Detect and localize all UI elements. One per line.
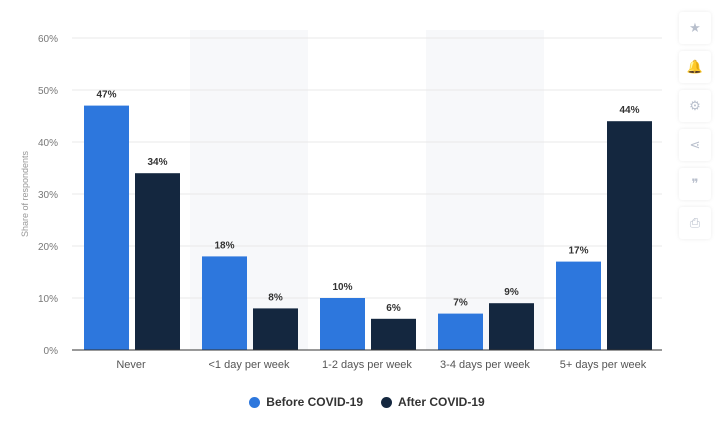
x-tick-label: <1 day per week — [208, 359, 290, 371]
print-icon: ⎙ — [689, 215, 701, 230]
share-icon: ⋖ — [689, 137, 701, 152]
data-label: 8% — [268, 292, 283, 303]
data-label: 10% — [332, 282, 352, 293]
y-tick-label: 0% — [44, 346, 59, 357]
y-tick-label: 10% — [38, 294, 58, 305]
gear-button[interactable]: ⚙ — [679, 90, 711, 122]
y-tick-label: 40% — [38, 138, 58, 149]
bar-before — [556, 261, 601, 350]
data-label: 6% — [386, 303, 401, 314]
bar-after — [607, 121, 652, 350]
bar-after — [135, 173, 180, 350]
bell-icon: 🔔 — [686, 59, 704, 74]
print-button[interactable]: ⎙ — [679, 207, 711, 239]
y-tick-label: 30% — [38, 190, 58, 201]
gear-icon: ⚙ — [689, 98, 701, 113]
legend-label: Before COVID-19 — [266, 395, 363, 409]
bar-before — [320, 298, 365, 350]
x-tick-label: 1-2 days per week — [322, 359, 412, 371]
star-icon: ★ — [689, 20, 701, 35]
quote-icon: ❞ — [691, 176, 699, 191]
bell-button[interactable]: 🔔 — [679, 51, 711, 83]
bar-after — [253, 308, 298, 350]
legend-item-before[interactable]: Before COVID-19 — [249, 395, 363, 409]
x-tick-label: 5+ days per week — [560, 359, 647, 371]
bar-after — [489, 303, 534, 350]
legend-item-after[interactable]: After COVID-19 — [381, 395, 485, 409]
y-tick-label: 20% — [38, 242, 58, 253]
data-label: 34% — [147, 157, 167, 168]
y-axis-label: Share of respondents — [20, 150, 30, 237]
data-label: 17% — [568, 246, 588, 257]
data-label: 44% — [619, 105, 639, 116]
y-tick-label: 50% — [38, 86, 58, 97]
legend-label: After COVID-19 — [398, 395, 485, 409]
x-tick-label: Never — [116, 359, 146, 371]
legend: Before COVID-19 After COVID-19 — [0, 395, 720, 409]
legend-swatch-after — [381, 396, 392, 408]
data-label: 47% — [96, 90, 116, 101]
y-tick-label: 60% — [38, 34, 58, 45]
data-label: 9% — [504, 287, 519, 298]
bar-before — [202, 256, 247, 350]
data-label: 7% — [453, 298, 468, 309]
data-label: 18% — [214, 240, 234, 251]
bar-before — [84, 105, 129, 350]
share-button[interactable]: ⋖ — [679, 129, 711, 161]
bar-before — [438, 313, 483, 350]
star-button[interactable]: ★ — [679, 12, 711, 44]
quote-button[interactable]: ❞ — [679, 168, 711, 200]
x-tick-label: 3-4 days per week — [440, 359, 530, 371]
legend-swatch-before — [249, 396, 261, 408]
category-band — [426, 30, 544, 350]
bar-after — [371, 318, 416, 350]
